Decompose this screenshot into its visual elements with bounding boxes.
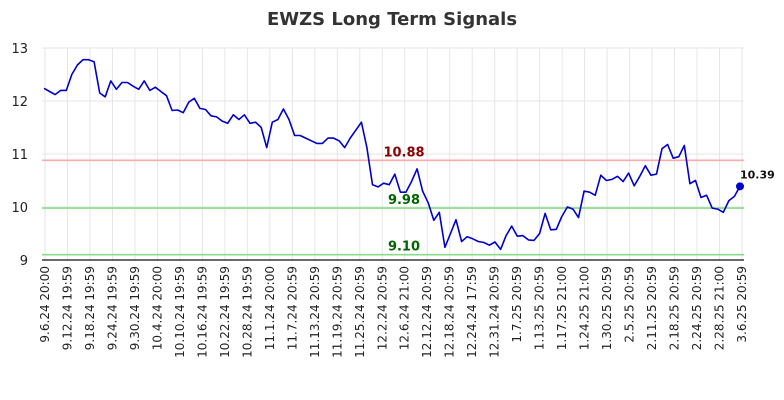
x-tick-label: 12.6.24 21:00 <box>398 266 412 350</box>
y-axis-ticks: 9 10 11 12 13 <box>11 42 28 269</box>
x-tick-label: 11.13.24 20:59 <box>308 266 322 358</box>
grid <box>42 47 744 261</box>
y-tick-label: 11 <box>11 148 28 163</box>
last-point: 10.39 <box>736 168 775 191</box>
x-tick-label: 12.24.24 17:59 <box>465 266 479 358</box>
y-tick-label: 12 <box>11 95 28 110</box>
resistance-label: 10.88 <box>383 145 424 160</box>
support-label: 9.10 <box>388 240 420 255</box>
x-tick-label: 11.19.24 20:59 <box>330 266 344 358</box>
signal-levels: 10.88 9.98 9.10 <box>42 145 744 256</box>
x-tick-label: 2.18.25 20:59 <box>668 266 682 350</box>
price-series <box>43 58 741 251</box>
x-tick-label: 9.12.24 19:59 <box>60 266 74 350</box>
x-tick-label: 1.30.25 20:59 <box>600 266 614 350</box>
x-tick-label: 10.10.24 19:59 <box>173 266 187 358</box>
x-tick-label: 12.31.24 20:59 <box>488 266 502 358</box>
x-tick-label: 3.6.25 20:59 <box>735 266 749 343</box>
x-tick-label: 9.6.24 20:00 <box>38 266 52 343</box>
price-line <box>43 58 741 251</box>
y-tick-label: 13 <box>11 42 28 57</box>
x-tick-label: 10.28.24 19:59 <box>240 266 254 358</box>
chart-title: EWZS Long Term Signals <box>267 9 517 30</box>
x-tick-label: 9.24.24 19:59 <box>105 266 119 350</box>
x-tick-label: 2.28.25 21:00 <box>713 266 727 350</box>
y-tick-label: 9 <box>20 254 28 269</box>
x-tick-label: 10.22.24 19:59 <box>218 266 232 358</box>
x-tick-label: 10.16.24 19:59 <box>195 266 209 358</box>
x-tick-label: 1.13.25 20:59 <box>533 266 547 350</box>
x-tick-label: 2.5.25 20:59 <box>623 266 637 343</box>
x-tick-label: 2.24.25 20:59 <box>690 266 704 350</box>
x-tick-label: 9.30.24 19:59 <box>128 266 142 350</box>
x-tick-label: 1.24.25 21:00 <box>578 266 592 350</box>
x-tick-label: 12.12.24 20:59 <box>420 266 434 358</box>
x-tick-label: 11.25.24 20:59 <box>353 266 367 358</box>
x-tick-label: 2.11.25 20:59 <box>645 266 659 350</box>
last-value-label: 10.39 <box>740 168 775 181</box>
x-tick-label: 10.4.24 20:00 <box>150 266 164 350</box>
x-axis-ticks: 9.6.24 20:00 9.12.24 19:59 9.18.24 19:59 9.… <box>38 266 749 358</box>
x-tick-label: 11.7.24 20:59 <box>285 266 299 350</box>
x-tick-label: 9.18.24 19:59 <box>83 266 97 350</box>
support-label: 9.98 <box>388 193 420 208</box>
x-tick-label: 12.2.24 20:59 <box>375 266 389 350</box>
x-tick-label: 1.7.25 20:59 <box>510 266 524 343</box>
x-tick-label: 11.1.24 20:00 <box>263 266 277 350</box>
x-tick-label: 1.17.25 21:00 <box>555 266 569 350</box>
y-tick-label: 10 <box>11 201 28 216</box>
last-point-marker <box>736 182 744 191</box>
x-tick-label: 12.18.24 20:59 <box>443 266 457 358</box>
